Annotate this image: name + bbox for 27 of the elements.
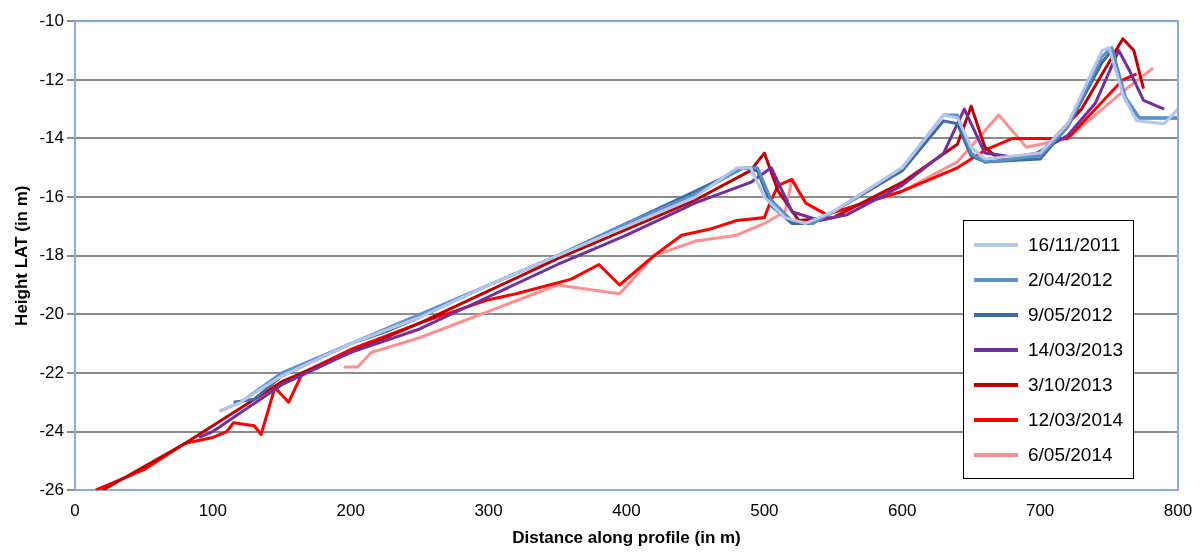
x-tick-label: 300 [474,501,503,521]
y-tick-label: -16 [39,186,64,206]
legend-label: 3/10/2013 [1028,373,1113,396]
x-tick-label: 500 [750,501,779,521]
legend-label: 9/05/2012 [1028,303,1113,326]
y-tick-label: -12 [39,69,64,89]
x-tick-label: 400 [612,501,641,521]
y-tick-label: -18 [39,245,64,265]
y-tick-label: -20 [39,304,64,324]
legend-label: 2/04/2012 [1028,268,1113,291]
legend-label: 14/03/2013 [1028,338,1124,361]
y-axis-title: Height LAT (in m) [11,185,31,326]
x-tick-label: 100 [198,501,228,521]
y-tick-label: -14 [39,128,64,148]
legend-label: 6/05/2014 [1028,443,1113,466]
x-tick-label: 600 [888,501,917,521]
y-tick-label: -24 [39,421,64,441]
x-tick-label: 200 [336,501,365,521]
x-tick-label: 0 [70,501,80,521]
x-tick-label: 800 [1163,501,1193,521]
x-axis-title: Distance along profile (in m) [512,528,741,548]
x-tick-label: 700 [1025,501,1055,521]
legend-label: 16/11/2011 [1028,233,1121,256]
y-tick-label: -26 [39,479,64,499]
legend-label: 12/03/2014 [1028,408,1124,431]
y-tick-label: -10 [39,10,64,30]
y-tick-label: -22 [39,362,64,382]
